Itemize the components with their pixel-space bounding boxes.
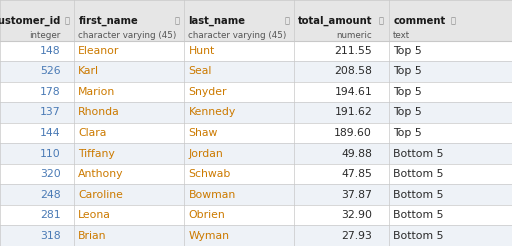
- Text: Bowman: Bowman: [188, 190, 236, 200]
- Text: Kennedy: Kennedy: [188, 108, 236, 118]
- Text: Top 5: Top 5: [393, 66, 422, 77]
- Text: 320: 320: [40, 169, 61, 179]
- Text: Snyder: Snyder: [188, 87, 227, 97]
- Text: numeric: numeric: [336, 31, 372, 40]
- Text: 248: 248: [40, 190, 61, 200]
- Text: Seal: Seal: [188, 66, 212, 77]
- Text: 🔒: 🔒: [64, 16, 69, 25]
- Text: Top 5: Top 5: [393, 46, 422, 56]
- Text: 318: 318: [40, 231, 61, 241]
- Text: 194.61: 194.61: [334, 87, 372, 97]
- Text: Obrien: Obrien: [188, 210, 225, 220]
- Bar: [0, 184, 512, 205]
- Text: 281: 281: [40, 210, 61, 220]
- Text: Clara: Clara: [78, 128, 106, 138]
- Text: comment: comment: [393, 16, 445, 26]
- Bar: [0, 205, 512, 225]
- Bar: [0, 143, 512, 164]
- Text: Bottom 5: Bottom 5: [393, 149, 444, 159]
- Text: Bottom 5: Bottom 5: [393, 231, 444, 241]
- Text: 144: 144: [40, 128, 61, 138]
- Text: total_amount: total_amount: [297, 15, 372, 26]
- Text: first_name: first_name: [78, 15, 138, 26]
- Bar: [0, 123, 512, 143]
- Text: character varying (45): character varying (45): [78, 31, 177, 40]
- Text: Leona: Leona: [78, 210, 111, 220]
- Text: Anthony: Anthony: [78, 169, 124, 179]
- Text: integer: integer: [30, 31, 61, 40]
- Text: Eleanor: Eleanor: [78, 46, 120, 56]
- Text: 49.88: 49.88: [341, 149, 372, 159]
- Text: 178: 178: [40, 87, 61, 97]
- Bar: [0, 164, 512, 184]
- Text: Tiffany: Tiffany: [78, 149, 115, 159]
- Text: 37.87: 37.87: [341, 190, 372, 200]
- Text: Schwab: Schwab: [188, 169, 231, 179]
- Text: 526: 526: [40, 66, 61, 77]
- Text: Jordan: Jordan: [188, 149, 223, 159]
- Text: 189.60: 189.60: [334, 128, 372, 138]
- Text: 🔒: 🔒: [451, 16, 456, 25]
- Text: 211.55: 211.55: [334, 46, 372, 56]
- Text: Top 5: Top 5: [393, 128, 422, 138]
- Text: 148: 148: [40, 46, 61, 56]
- Text: Bottom 5: Bottom 5: [393, 169, 444, 179]
- Text: 🔒: 🔒: [379, 16, 384, 25]
- Text: 47.85: 47.85: [341, 169, 372, 179]
- Text: 32.90: 32.90: [341, 210, 372, 220]
- Bar: [0, 102, 512, 123]
- Text: Bottom 5: Bottom 5: [393, 210, 444, 220]
- Text: Top 5: Top 5: [393, 108, 422, 118]
- Bar: [0, 225, 512, 246]
- Text: Marion: Marion: [78, 87, 116, 97]
- Text: 137: 137: [40, 108, 61, 118]
- Text: Rhonda: Rhonda: [78, 108, 120, 118]
- Text: customer_id: customer_id: [0, 15, 61, 26]
- Bar: [0, 82, 512, 102]
- Bar: [0, 0, 512, 41]
- Text: Hunt: Hunt: [188, 46, 215, 56]
- Text: Karl: Karl: [78, 66, 99, 77]
- Text: Top 5: Top 5: [393, 87, 422, 97]
- Text: 🔒: 🔒: [284, 16, 289, 25]
- Text: character varying (45): character varying (45): [188, 31, 287, 40]
- Bar: [0, 41, 512, 61]
- Text: Caroline: Caroline: [78, 190, 123, 200]
- Text: 🔒: 🔒: [174, 16, 179, 25]
- Text: 110: 110: [40, 149, 61, 159]
- Text: 27.93: 27.93: [341, 231, 372, 241]
- Text: Wyman: Wyman: [188, 231, 229, 241]
- Text: 191.62: 191.62: [334, 108, 372, 118]
- Bar: [0, 61, 512, 82]
- Text: 208.58: 208.58: [334, 66, 372, 77]
- Text: Shaw: Shaw: [188, 128, 218, 138]
- Text: Brian: Brian: [78, 231, 107, 241]
- Text: text: text: [393, 31, 410, 40]
- Text: Bottom 5: Bottom 5: [393, 190, 444, 200]
- Text: last_name: last_name: [188, 15, 245, 26]
